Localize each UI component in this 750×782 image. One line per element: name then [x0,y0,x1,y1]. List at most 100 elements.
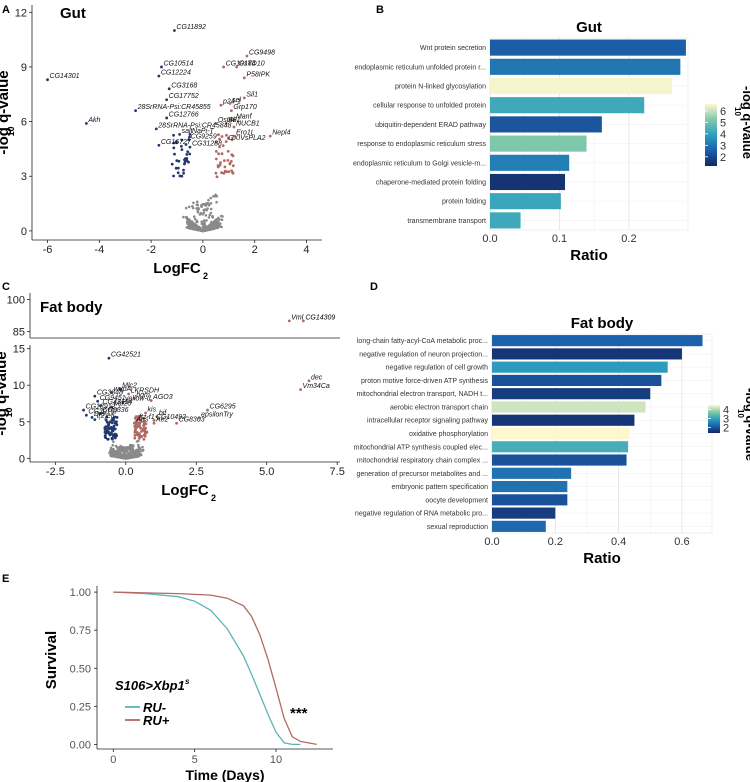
bar [492,480,568,493]
data-point [223,169,227,173]
point-label: CG10492 [156,414,186,421]
bar [492,454,627,466]
data-point [223,165,227,169]
labeled-point [84,122,88,125]
point-label: CG9259 [191,133,217,140]
data-point [202,208,206,212]
point-label: epsilonTry [201,412,233,419]
data-point [138,414,142,418]
data-point [175,159,179,163]
point-label: CG43134 [102,399,132,406]
point-label: ftz-f1 [139,414,155,421]
legend-title-subscript: 10 [733,107,742,116]
data-point [112,419,116,422]
data-point [202,222,205,226]
point-label: Vm34Ca [303,383,330,390]
category-label: negative regulation of neuron projection… [359,351,488,358]
labeled-point [188,145,192,149]
data-point [222,171,226,175]
panel-title: Gut [60,5,86,22]
data-point [129,450,133,454]
data-point [107,422,111,425]
point-label: Mp20 [114,401,132,408]
labeled-point [149,399,153,402]
labeled-point [160,65,163,69]
point-label: CG14309 [305,314,335,321]
data-point [214,171,218,175]
point-label: yellow-d [124,396,152,403]
data-point [188,135,191,139]
data-point [230,153,234,157]
data-point [133,416,137,420]
category-label: negative regulation of cell growth [386,365,488,372]
data-point [204,214,208,217]
data-point [226,136,230,140]
panel-letter: B [376,4,384,16]
data-point [180,138,184,142]
data-point [138,422,142,425]
x-tick-label: 0.0 [484,536,499,548]
data-point [142,424,146,428]
x-axis-title: LogFC [161,482,209,499]
data-point [187,220,190,223]
data-point [135,452,139,456]
data-point [137,437,141,440]
bar [490,154,570,171]
data-point [206,226,210,229]
data-point [182,168,185,172]
data-point [217,133,220,137]
legend-title-subscript: 10 [736,409,745,418]
data-point [222,159,226,163]
labeled-point [110,391,114,394]
labeled-point [84,413,88,417]
data-point [230,169,234,173]
data-point [139,426,143,430]
data-point [215,200,218,204]
labeled-point [175,421,178,425]
data-point [189,222,193,226]
category-label: chaperone-mediated protein folding [376,180,486,187]
x-tick-label: 0.4 [611,536,626,548]
x-axis-title-subscript: 2 [211,493,216,503]
y-tick-label: 3 [21,171,27,183]
point-label: l(2)efl [97,413,115,420]
x-tick-label: 0.6 [674,536,689,548]
data-point [119,445,122,449]
significance-annotation: *** [290,705,308,722]
data-point [213,194,217,198]
data-point [197,207,200,211]
labeled-point [96,399,100,403]
labeled-point [224,122,228,125]
data-point [131,447,135,451]
data-point [220,152,224,156]
point-label: Sil1 [246,91,258,98]
data-point [226,159,230,162]
point-label: CG9498 [249,50,275,57]
data-point [172,141,176,145]
data-point [126,456,129,459]
data-point [125,449,128,452]
data-point [113,436,117,440]
labeled-point [135,418,139,422]
panel-e-survival: E 0.00 0.25 0.50 0.75 1.00 0 5 10 Time (Days) Surv… [2,573,333,782]
data-point [208,224,212,227]
color-bar-tick-label: 3 [723,414,729,426]
labeled-point [157,143,161,147]
category-label: endoplasmic reticulum unfolded protein r… [354,64,486,71]
data-point [172,133,176,137]
data-point [188,152,192,156]
labeled-point [152,418,156,422]
labeled-point [90,415,94,419]
data-point [108,451,111,455]
panel-letter: C [2,281,10,293]
data-point [202,202,206,206]
data-point [170,162,174,166]
data-point [207,216,211,219]
data-point [137,443,140,447]
point-label: 28SrRNA-Psi:CR45848 [157,122,231,129]
data-point [128,455,132,458]
bar [492,467,572,479]
labeled-point [307,379,311,383]
data-point [228,162,232,166]
